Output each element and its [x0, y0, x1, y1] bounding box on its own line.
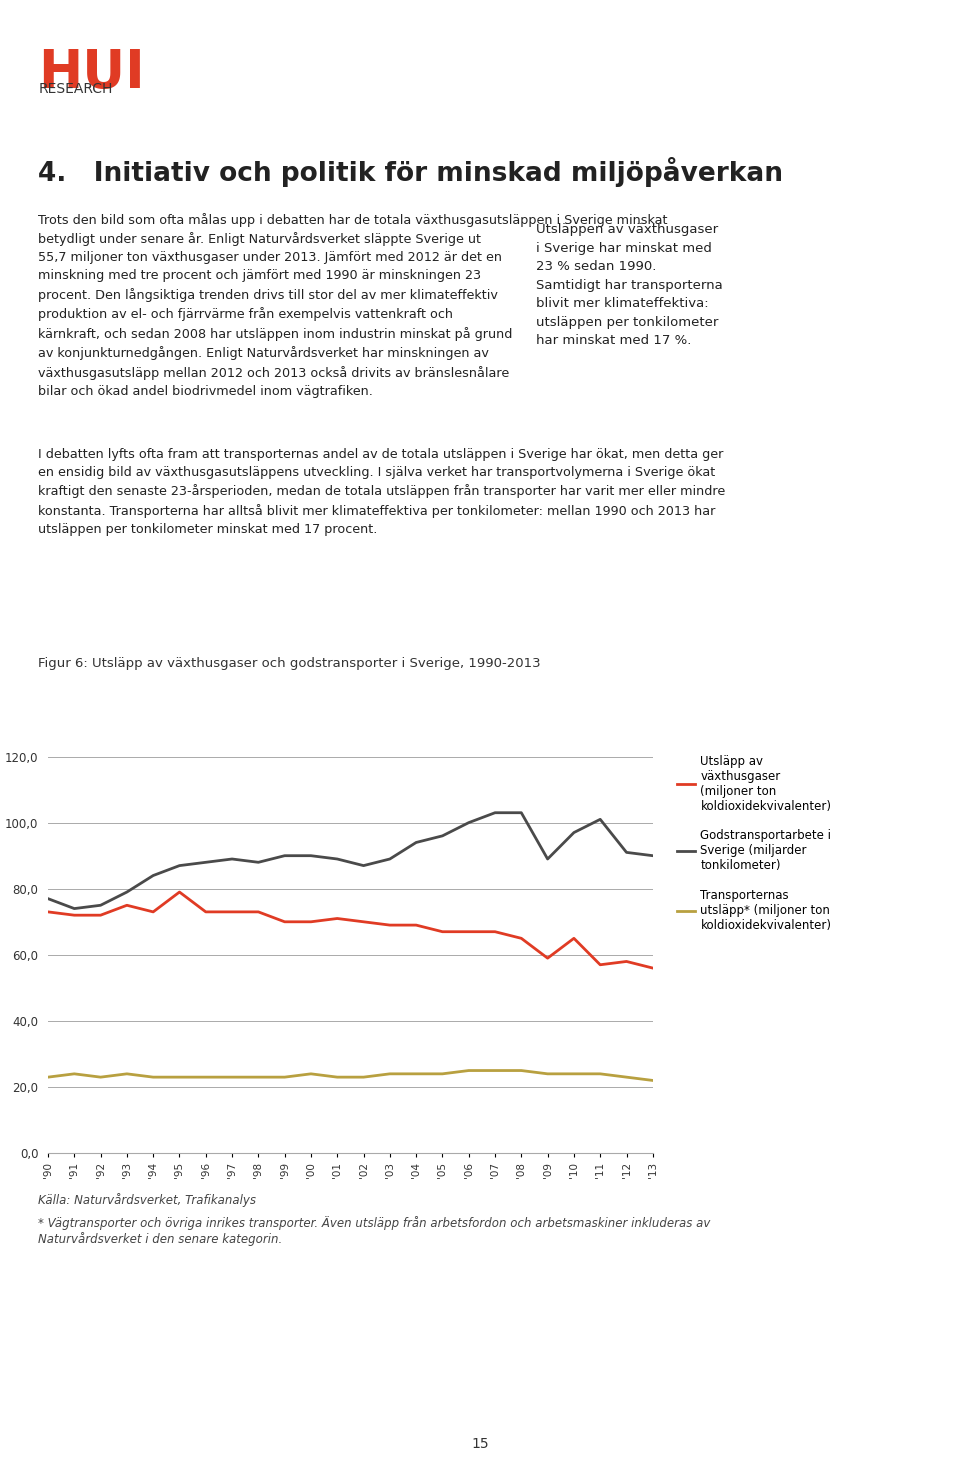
Text: Trots den bild som ofta målas upp i debatten har de totala växthusgasutsläppen i: Trots den bild som ofta målas upp i deba… [38, 213, 668, 398]
Text: HUI: HUI [38, 47, 145, 98]
Text: 4.   Initiativ och politik för minskad miljöpåverkan: 4. Initiativ och politik för minskad mil… [38, 157, 783, 187]
Text: 15: 15 [471, 1437, 489, 1451]
Text: Källa: Naturvårdsverket, Trafikanalys: Källa: Naturvårdsverket, Trafikanalys [38, 1193, 256, 1208]
Text: Utsläppen av växthusgaser
i Sverige har minskat med
23 % sedan 1990.
Samtidigt h: Utsläppen av växthusgaser i Sverige har … [536, 223, 723, 347]
Text: RESEARCH: RESEARCH [38, 82, 112, 97]
Text: I debatten lyfts ofta fram att transporternas andel av de totala utsläppen i Sve: I debatten lyfts ofta fram att transport… [38, 448, 726, 536]
Text: * Vägtransporter och övriga inrikes transporter. Även utsläpp från arbetsfordon : * Vägtransporter och övriga inrikes tran… [38, 1216, 710, 1247]
Text: Figur 6: Utsläpp av växthusgaser och godstransporter i Sverige, 1990-2013: Figur 6: Utsläpp av växthusgaser och god… [38, 657, 541, 670]
Legend: Utsläpp av
växthusgaser
(miljoner ton
koldioxidekvivalenter), Godstransportarbet: Utsläpp av växthusgaser (miljoner ton ko… [677, 755, 831, 931]
